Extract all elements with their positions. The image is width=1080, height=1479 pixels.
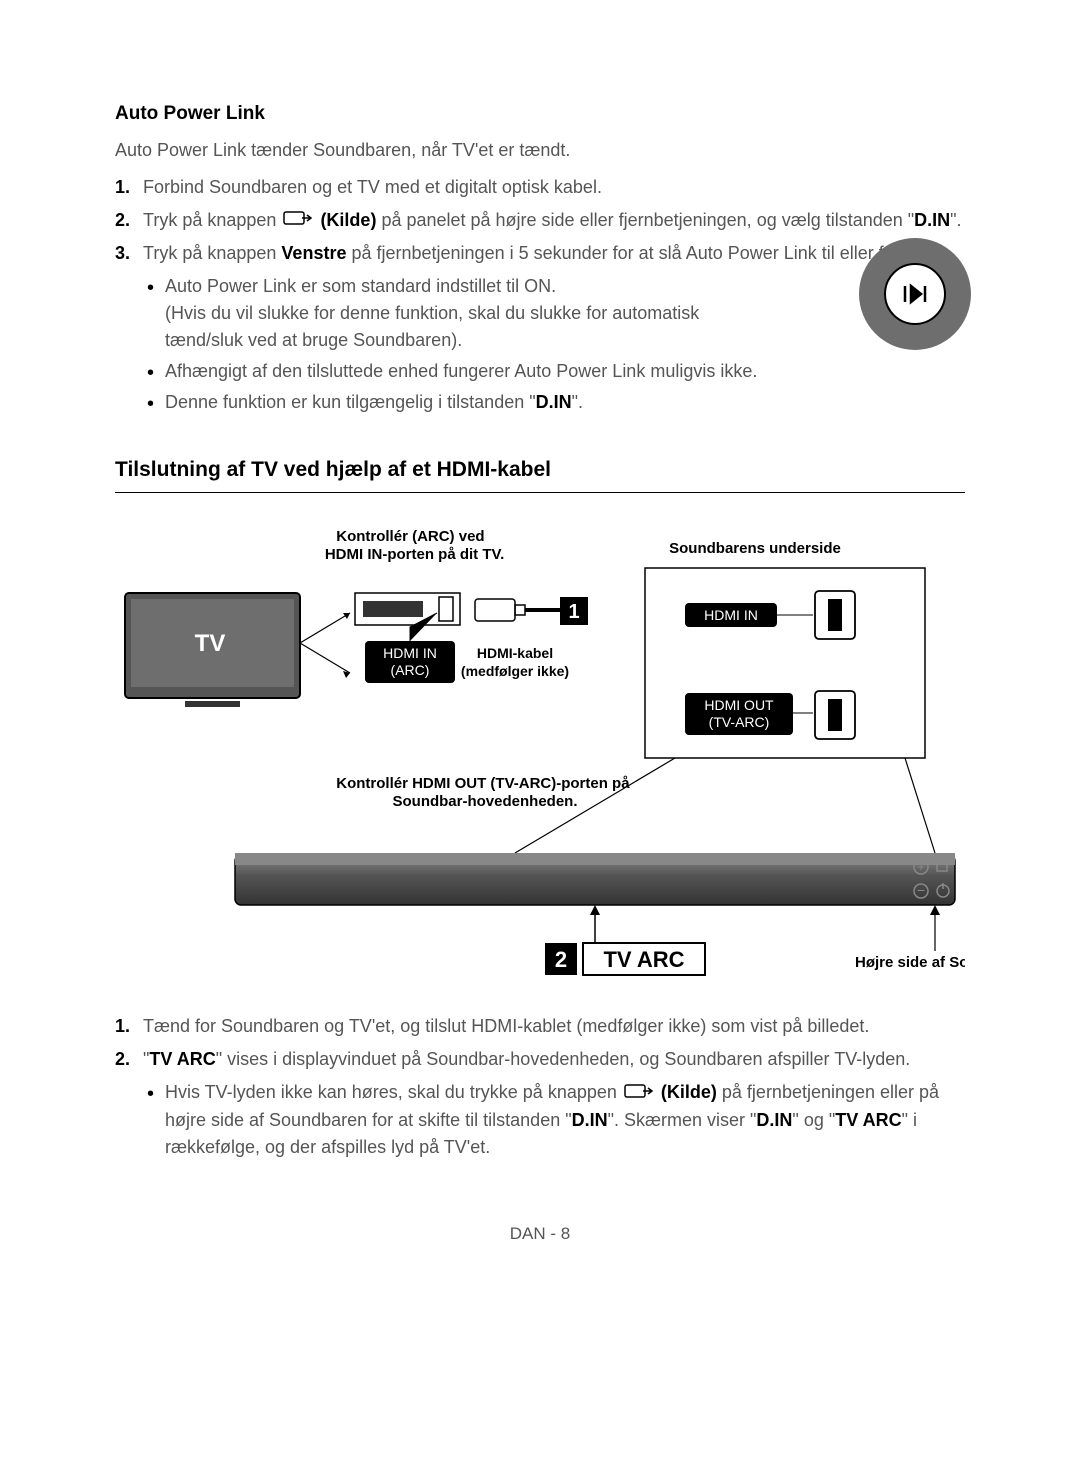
step-number: 1. bbox=[115, 1013, 130, 1040]
b-din1: D.IN bbox=[572, 1110, 608, 1130]
right-side-label: Højre side af Soundbaren bbox=[855, 954, 965, 971]
hdmi-step-1: 1. Tænd for Soundbaren og TV'et, og tils… bbox=[143, 1013, 965, 1040]
s2-tvarc: TV ARC bbox=[149, 1049, 215, 1069]
tv-label: TV bbox=[195, 630, 226, 657]
step-text: Tænd for Soundbaren og TV'et, og tilslut… bbox=[143, 1016, 869, 1036]
apl-step-2: 2. Tryk på knappen (Kilde) på panelet på… bbox=[143, 207, 965, 235]
apl-steps: 1. Forbind Soundbaren og et TV med et di… bbox=[143, 174, 965, 417]
step1-badge: 1 bbox=[568, 601, 579, 623]
hdmi-bullet: Hvis TV-lyden ikke kan høres, skal du tr… bbox=[165, 1079, 965, 1161]
hdmi-step-2: 2. "TV ARC" vises i displayvinduet på So… bbox=[143, 1046, 965, 1161]
step2-badge: 2 bbox=[555, 947, 567, 972]
step-number: 1. bbox=[115, 174, 130, 201]
soundbar-underside-label: Soundbarens underside bbox=[669, 540, 841, 557]
source-icon bbox=[283, 207, 313, 234]
b-din2: D.IN bbox=[756, 1110, 792, 1130]
bullet3-din: D.IN bbox=[536, 392, 572, 412]
arc-check-line1: Kontrollér (ARC) ved HDMI IN-porten på d… bbox=[325, 528, 525, 563]
remote-dpad-icon bbox=[855, 234, 975, 362]
source-icon bbox=[624, 1080, 654, 1107]
hdmi-cable bbox=[475, 599, 560, 621]
step-number: 2. bbox=[115, 1046, 130, 1073]
step-text-end: ". bbox=[950, 210, 961, 230]
din-label: D.IN bbox=[914, 210, 950, 230]
b-pre: Hvis TV-lyden ikke kan høres, skal du tr… bbox=[165, 1082, 622, 1102]
b-tvarc: TV ARC bbox=[835, 1110, 901, 1130]
soundbar-shape: + − bbox=[235, 853, 955, 905]
apl-step-1: 1. Forbind Soundbaren og et TV med et di… bbox=[143, 174, 965, 201]
hdmi-steps: 1. Tænd for Soundbaren og TV'et, og tils… bbox=[143, 1013, 965, 1161]
b-mid2: ". Skærmen viser " bbox=[608, 1110, 757, 1130]
hdmi-in-arc-label: HDMI IN (ARC) bbox=[365, 641, 455, 683]
apl-bullet-1: Auto Power Link er som standard indstill… bbox=[165, 273, 765, 354]
step-text-pre: Tryk på knappen bbox=[143, 210, 281, 230]
b-kilde: (Kilde) bbox=[661, 1082, 717, 1102]
s2-post: " vises i displayvinduet på Soundbar-hov… bbox=[216, 1049, 911, 1069]
apl-intro: Auto Power Link tænder Soundbaren, når T… bbox=[115, 137, 965, 164]
step-text-post: på fjernbetjeningen i 5 sekunder for at … bbox=[346, 243, 904, 263]
step-number: 2. bbox=[115, 207, 130, 234]
svg-text:(medfølger ikke): (medfølger ikke) bbox=[461, 663, 569, 679]
tv-arc-label: TV ARC bbox=[603, 947, 684, 972]
venstre-label: Venstre bbox=[281, 243, 346, 263]
page-footer: DAN - 8 bbox=[115, 1221, 965, 1247]
apl-bullet-2: Afhængigt af den tilsluttede enhed funge… bbox=[165, 358, 765, 385]
svg-text:−: − bbox=[917, 882, 925, 898]
apl-step-3: 3. Tryk på knappen Venstre på fjernbetje… bbox=[143, 240, 965, 416]
b-mid3: " og " bbox=[792, 1110, 835, 1130]
step-text-post: på panelet på højre side eller fjernbetj… bbox=[376, 210, 914, 230]
svg-text:Kontrollér HDMI OUT (TV-ARC)-p: Kontrollér HDMI OUT (TV-ARC)-porten på S… bbox=[336, 775, 634, 810]
step-text: Forbind Soundbaren og et TV med et digit… bbox=[143, 177, 602, 197]
step-text-pre: Tryk på knappen bbox=[143, 243, 281, 263]
tv-shape: TV bbox=[125, 593, 300, 707]
hdmi-sub-bullets: Hvis TV-lyden ikke kan høres, skal du tr… bbox=[165, 1079, 965, 1161]
svg-text:HDMI OUT: HDMI OUT bbox=[704, 697, 774, 713]
step-number: 3. bbox=[115, 240, 130, 267]
apl-bullet-3: Denne funktion er kun tilgængelig i tils… bbox=[165, 389, 765, 416]
svg-text:+: + bbox=[917, 860, 924, 874]
hdmi-heading: Tilslutning af TV ved hjælp af et HDMI-k… bbox=[115, 454, 965, 493]
svg-text:(ARC): (ARC) bbox=[391, 662, 430, 678]
kilde-label: (Kilde) bbox=[320, 210, 376, 230]
hdmi-in-label: HDMI IN bbox=[704, 607, 758, 623]
svg-text:HDMI IN: HDMI IN bbox=[383, 645, 437, 661]
svg-text:HDMI-kabel: HDMI-kabel bbox=[477, 645, 553, 661]
bullet3-pre: Denne funktion er kun tilgængelig i tils… bbox=[165, 392, 536, 412]
apl-title: Auto Power Link bbox=[115, 100, 965, 129]
apl-bullets: Auto Power Link er som standard indstill… bbox=[165, 273, 765, 416]
svg-text:(TV-ARC): (TV-ARC) bbox=[709, 714, 770, 730]
hdmi-diagram: Kontrollér (ARC) ved HDMI IN-porten på d… bbox=[115, 523, 965, 983]
bullet3-end: ". bbox=[572, 392, 583, 412]
